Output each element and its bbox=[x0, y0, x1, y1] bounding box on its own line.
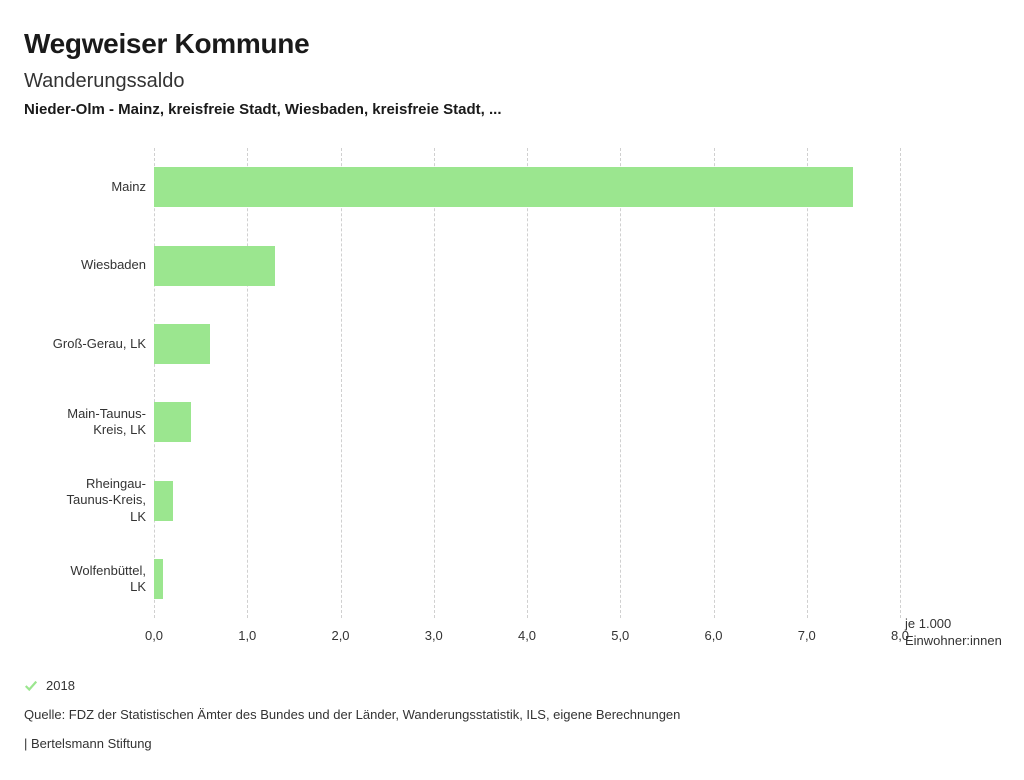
gridline bbox=[714, 148, 715, 618]
x-tick: 5,0 bbox=[611, 628, 629, 643]
attribution-text: | Bertelsmann Stiftung bbox=[24, 736, 1000, 751]
category-label: Mainz bbox=[24, 167, 146, 207]
bar bbox=[154, 481, 173, 521]
legend: 2018 bbox=[24, 678, 1000, 693]
bar-row bbox=[154, 559, 900, 599]
bar-row bbox=[154, 167, 900, 207]
chart: Mainz Wiesbaden Groß-Gerau, LK Main-Taunus-… bbox=[24, 148, 1000, 658]
legend-year: 2018 bbox=[46, 678, 75, 693]
bar-row bbox=[154, 481, 900, 521]
category-label: Groß-Gerau, LK bbox=[24, 324, 146, 364]
bar bbox=[154, 167, 853, 207]
gridline bbox=[247, 148, 248, 618]
bar bbox=[154, 246, 275, 286]
gridline bbox=[900, 148, 901, 618]
x-tick: 3,0 bbox=[425, 628, 443, 643]
category-label: Wolfenbüttel, LK bbox=[24, 559, 146, 599]
x-axis: 0,01,02,03,04,05,06,07,08,0 bbox=[154, 628, 900, 648]
x-tick: 6,0 bbox=[704, 628, 722, 643]
gridline bbox=[154, 148, 155, 618]
gridline bbox=[341, 148, 342, 618]
bar-row bbox=[154, 246, 900, 286]
bar-row bbox=[154, 324, 900, 364]
plot-area bbox=[154, 148, 900, 618]
page-title: Wegweiser Kommune bbox=[24, 28, 1000, 60]
category-label: Rheingau- Taunus-Kreis, LK bbox=[24, 481, 146, 521]
check-icon bbox=[24, 679, 38, 693]
x-tick: 4,0 bbox=[518, 628, 536, 643]
source-text: Quelle: FDZ der Statistischen Ämter des … bbox=[24, 707, 1000, 722]
x-tick: 7,0 bbox=[798, 628, 816, 643]
bar bbox=[154, 559, 163, 599]
bar-row bbox=[154, 402, 900, 442]
x-tick: 0,0 bbox=[145, 628, 163, 643]
gridline bbox=[807, 148, 808, 618]
x-tick: 2,0 bbox=[331, 628, 349, 643]
bar bbox=[154, 402, 191, 442]
gridline bbox=[527, 148, 528, 618]
gridline bbox=[620, 148, 621, 618]
x-axis-label: je 1.000 Einwohner:innen bbox=[905, 616, 1000, 650]
gridline bbox=[434, 148, 435, 618]
bar bbox=[154, 324, 210, 364]
category-label: Wiesbaden bbox=[24, 246, 146, 286]
location-line: Nieder-Olm - Mainz, kreisfreie Stadt, Wi… bbox=[24, 101, 1000, 118]
x-tick: 1,0 bbox=[238, 628, 256, 643]
category-label: Main-Taunus- Kreis, LK bbox=[24, 402, 146, 442]
page-subtitle: Wanderungssaldo bbox=[24, 70, 1000, 93]
